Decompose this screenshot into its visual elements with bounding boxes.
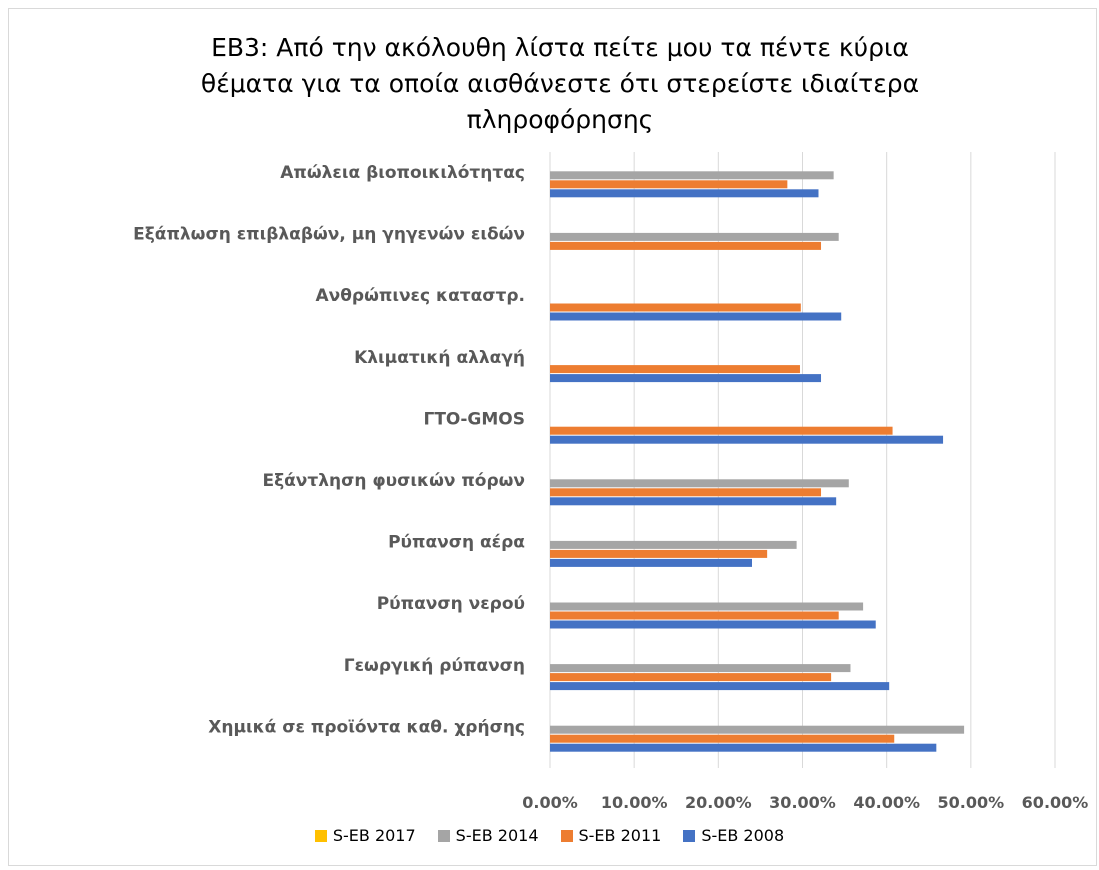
legend-label-2014: S-EB 2014: [455, 826, 539, 845]
bar-s-eb-2014: [550, 664, 851, 673]
bar-s-eb-2014: [550, 540, 797, 549]
bar-s-eb-2008: [550, 435, 944, 444]
x-tick-label: 30.00%: [769, 793, 836, 812]
category-label: Απώλεια βιοποικιλότητας: [280, 163, 525, 183]
bar-s-eb-2008: [550, 189, 819, 198]
bar-s-eb-2011: [550, 488, 822, 497]
bar-s-eb-2011: [550, 611, 839, 620]
bar-s-eb-2014: [550, 171, 834, 180]
category-label: Κλιματική αλλαγή: [354, 348, 525, 368]
bar-s-eb-2011: [550, 426, 893, 435]
bar-s-eb-2011: [550, 303, 801, 312]
legend-label-2008: S-EB 2008: [701, 826, 785, 845]
bar-s-eb-2008: [550, 312, 842, 321]
bar-s-eb-2011: [550, 241, 822, 250]
legend-label-2011: S-EB 2011: [578, 826, 662, 845]
x-tick-label: 0.00%: [522, 793, 578, 812]
x-tick-label: 50.00%: [938, 793, 1005, 812]
legend: S-EB 2017 S-EB 2014 S-EB 2011 S-EB 2008: [0, 826, 1099, 845]
category-label: Ρύπανση νερού: [377, 594, 525, 614]
bar-s-eb-2011: [550, 180, 788, 189]
bar-s-eb-2014: [550, 232, 839, 241]
category-label: ΓΤΟ-GMOS: [423, 409, 525, 429]
legend-swatch-2017: [314, 829, 327, 842]
category-label: Εξάντληση φυσικών πόρων: [262, 471, 525, 491]
legend-swatch-2008: [683, 829, 696, 842]
legend-item-2014: S-EB 2014: [437, 826, 539, 845]
bar-s-eb-2011: [550, 673, 832, 682]
bar-s-eb-2014: [550, 725, 965, 734]
chart-title-line-1: ΕΒ3: Από την ακόλουθη λίστα πείτε μου τα…: [211, 33, 909, 62]
bar-s-eb-2011: [550, 549, 768, 558]
category-label: Ανθρώπινες καταστρ.: [316, 286, 525, 306]
bar-s-eb-2014: [550, 602, 864, 611]
bar-s-eb-2011: [550, 734, 895, 743]
chart-frame: [8, 8, 1097, 866]
legend-item-2017: S-EB 2017: [314, 826, 416, 845]
chart-title-line-2: θέματα για τα οποία αισθάνεστε ότι στερε…: [200, 69, 920, 98]
category-label: Ρύπανση αέρα: [388, 533, 525, 553]
bar-s-eb-2014: [550, 479, 849, 488]
category-label: Εξάπλωση επιβλαβών, μη γηγενών ειδών: [133, 225, 525, 245]
chart-title-line-3: πληροφόρησης: [466, 105, 654, 134]
bar-s-eb-2011: [550, 365, 800, 374]
legend-swatch-2011: [560, 829, 573, 842]
category-label: Χημικά σε προϊόντα καθ. χρήσης: [208, 717, 525, 737]
legend-swatch-2014: [437, 829, 450, 842]
x-tick-label: 20.00%: [685, 793, 752, 812]
x-tick-label: 40.00%: [853, 793, 920, 812]
bar-s-eb-2008: [550, 558, 752, 567]
bar-s-eb-2008: [550, 374, 822, 383]
bar-s-eb-2008: [550, 620, 876, 629]
bar-s-eb-2008: [550, 743, 937, 752]
x-tick-label: 60.00%: [1022, 793, 1089, 812]
x-tick-label: 10.00%: [601, 793, 668, 812]
legend-item-2011: S-EB 2011: [560, 826, 662, 845]
legend-item-2008: S-EB 2008: [683, 826, 784, 845]
legend-label-2017: S-EB 2017: [332, 826, 416, 845]
bar-s-eb-2008: [550, 682, 890, 691]
category-label: Γεωργική ρύπανση: [344, 656, 525, 676]
chart-title: ΕΒ3: Από την ακόλουθη λίστα πείτε μου τα…: [130, 30, 990, 138]
bar-s-eb-2008: [550, 497, 837, 506]
